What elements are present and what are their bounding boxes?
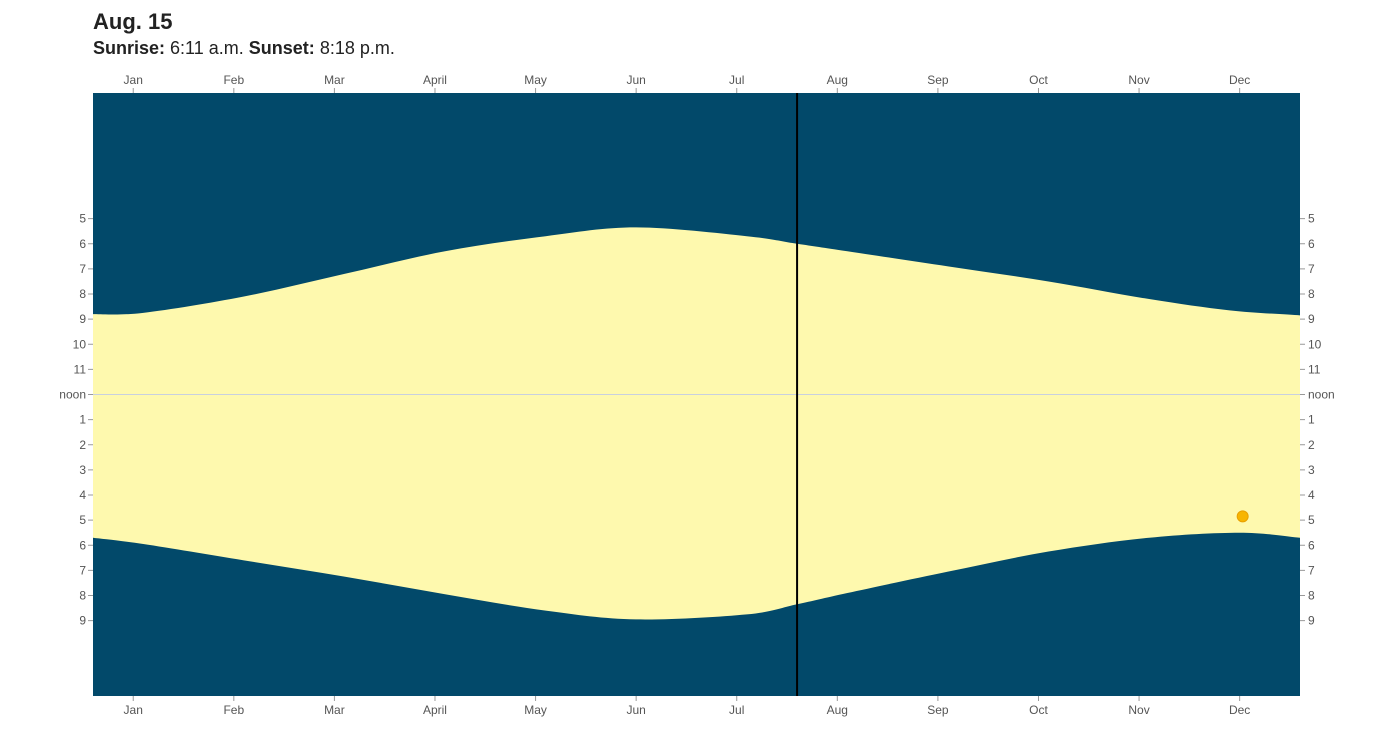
hour-label-right: 9 [1308,312,1315,326]
axis-labels: Jan Jan Feb Feb Mar Mar April April May May Jun Jun… [59,73,1334,717]
hour-label-right: 2 [1308,438,1315,452]
month-label-top: Jun [626,73,645,87]
month-label-top: Mar [324,73,345,87]
hour-label-left: 3 [79,463,86,477]
hour-label-left: 2 [79,438,86,452]
month-label-bottom: April [423,703,447,717]
hour-label-right: 3 [1308,463,1315,477]
month-label-bottom: Dec [1229,703,1250,717]
month-label-bottom: Aug [827,703,848,717]
hour-label-right: 7 [1308,563,1315,577]
hour-label-right: 4 [1308,488,1315,502]
month-label-top: Jul [729,73,744,87]
hour-label-left: 9 [79,614,86,628]
hour-label-right: 9 [1308,614,1315,628]
hour-label-right: 8 [1308,589,1315,603]
hour-label-right: 5 [1308,513,1315,527]
chart-header: Aug. 15 Sunrise: 6:11 a.m. Sunset: 8:18 … [93,8,395,60]
hour-label-right: 1 [1308,413,1315,427]
month-label-top: Feb [223,73,244,87]
month-label-top: Nov [1128,73,1149,87]
date-title: Aug. 15 [93,9,173,34]
hour-label-left: 8 [79,589,86,603]
hour-label-left: 7 [79,563,86,577]
month-label-bottom: Jun [626,703,645,717]
hour-label-right: 8 [1308,287,1315,301]
month-label-top: Aug [827,73,848,87]
month-label-bottom: Sep [927,703,949,717]
hour-label-left: 11 [74,362,87,376]
hour-label-left: 5 [79,513,86,527]
hour-label-right: 6 [1308,237,1315,251]
month-label-top: Oct [1029,73,1048,87]
sunrise-value: 6:11 a.m. [170,38,244,58]
month-label-bottom: Mar [324,703,345,717]
month-label-bottom: May [524,703,547,717]
hour-label-left: 5 [79,212,86,226]
hour-label-left: noon [59,388,86,402]
hour-label-left: 9 [79,312,86,326]
sun-icon [1236,510,1249,523]
hour-label-right: 11 [1308,362,1321,376]
hour-label-left: 7 [79,262,86,276]
hour-label-right: 6 [1308,538,1315,552]
hour-label-left: 1 [79,413,86,427]
month-label-bottom: Nov [1128,703,1149,717]
hour-label-right: 10 [1308,337,1322,351]
hour-label-left: 4 [79,488,86,502]
month-label-top: Sep [927,73,949,87]
daylight-area [93,227,1300,620]
hour-label-left: 8 [79,287,86,301]
hour-label-left: 6 [79,538,86,552]
month-label-top: April [423,73,447,87]
month-label-top: Jan [124,73,143,87]
month-label-top: May [524,73,547,87]
sunset-value: 8:18 p.m. [319,38,395,58]
hour-label-right: 7 [1308,262,1315,276]
hour-label-left: 10 [73,337,87,351]
plot-area [93,93,1300,696]
sunrise-label: Sunrise: [93,38,166,58]
month-label-bottom: Jan [124,703,143,717]
hour-label-right: noon [1308,388,1335,402]
hour-label-left: 6 [79,237,86,251]
sun-times: Sunrise: 6:11 a.m. Sunset: 8:18 p.m. [93,36,395,60]
month-label-bottom: Feb [223,703,244,717]
hour-label-right: 5 [1308,212,1315,226]
month-label-top: Dec [1229,73,1250,87]
sunset-label: Sunset: [248,38,315,58]
month-label-bottom: Jul [729,703,744,717]
month-label-bottom: Oct [1029,703,1048,717]
